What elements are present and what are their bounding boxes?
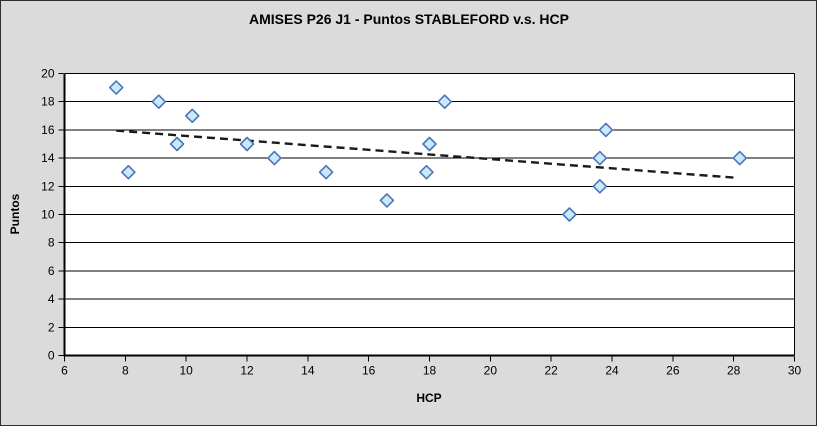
x-tick-label: 12 (240, 364, 254, 378)
x-tick-label: 28 (727, 364, 741, 378)
data-point-diamond (169, 136, 185, 152)
y-tick-label: 20 (41, 67, 55, 81)
chart-title: AMISES P26 J1 - Puntos STABLEFORD v.s. H… (249, 11, 569, 27)
y-tick-label: 10 (41, 208, 55, 222)
x-tick-label: 10 (179, 364, 193, 378)
y-tick-label: 0 (48, 349, 55, 363)
x-tick-label: 6 (61, 364, 68, 378)
data-point-diamond (422, 136, 437, 152)
y-axis-title: Puntos (8, 193, 22, 234)
data-point-diamond (419, 164, 434, 180)
x-tick-label: 26 (666, 364, 680, 378)
x-tick-label: 24 (605, 364, 619, 378)
data-point-diamond (592, 150, 608, 166)
x-axis-title: HCP (416, 391, 441, 405)
x-tick-label: 8 (122, 364, 129, 378)
data-point-diamond (151, 94, 167, 109)
data-point-diamond (318, 164, 334, 180)
data-point-diamond (592, 179, 608, 194)
y-tick-label: 12 (41, 179, 55, 193)
data-point-diamond (108, 80, 124, 95)
x-tick-label: 16 (362, 364, 376, 378)
data-point-diamond (437, 94, 453, 109)
x-tick-label: 14 (301, 364, 315, 378)
data-points (108, 80, 748, 222)
x-tick-label: 30 (788, 364, 802, 378)
data-point-diamond (379, 193, 395, 208)
axes (63, 73, 795, 357)
x-tick-label: 22 (544, 364, 558, 378)
y-tick-label: 4 (48, 292, 55, 306)
x-tick-label: 18 (423, 364, 437, 378)
data-point-diamond (121, 164, 136, 180)
y-tick-label: 6 (48, 264, 55, 278)
data-point-diamond (267, 150, 282, 166)
y-axis-tick-labels: 0 2 4 6 8 10 12 14 16 18 20 (41, 67, 55, 363)
y-tick-label: 16 (41, 123, 55, 137)
y-tick-label: 18 (41, 95, 55, 109)
data-point-diamond (732, 150, 748, 166)
x-tick-label: 20 (484, 364, 498, 378)
data-point-diamond (239, 136, 255, 152)
data-point-diamond (562, 207, 577, 222)
data-point-diamond (184, 108, 200, 124)
y-tick-label: 2 (48, 320, 55, 334)
data-point-diamond (598, 122, 614, 138)
x-axis-tick-labels: 6 8 10 12 14 16 18 20 22 24 26 28 30 (61, 364, 801, 378)
y-tick-label: 8 (48, 236, 55, 250)
gridlines (64, 73, 795, 356)
tick-marks (58, 73, 795, 362)
y-tick-label: 14 (41, 151, 55, 165)
